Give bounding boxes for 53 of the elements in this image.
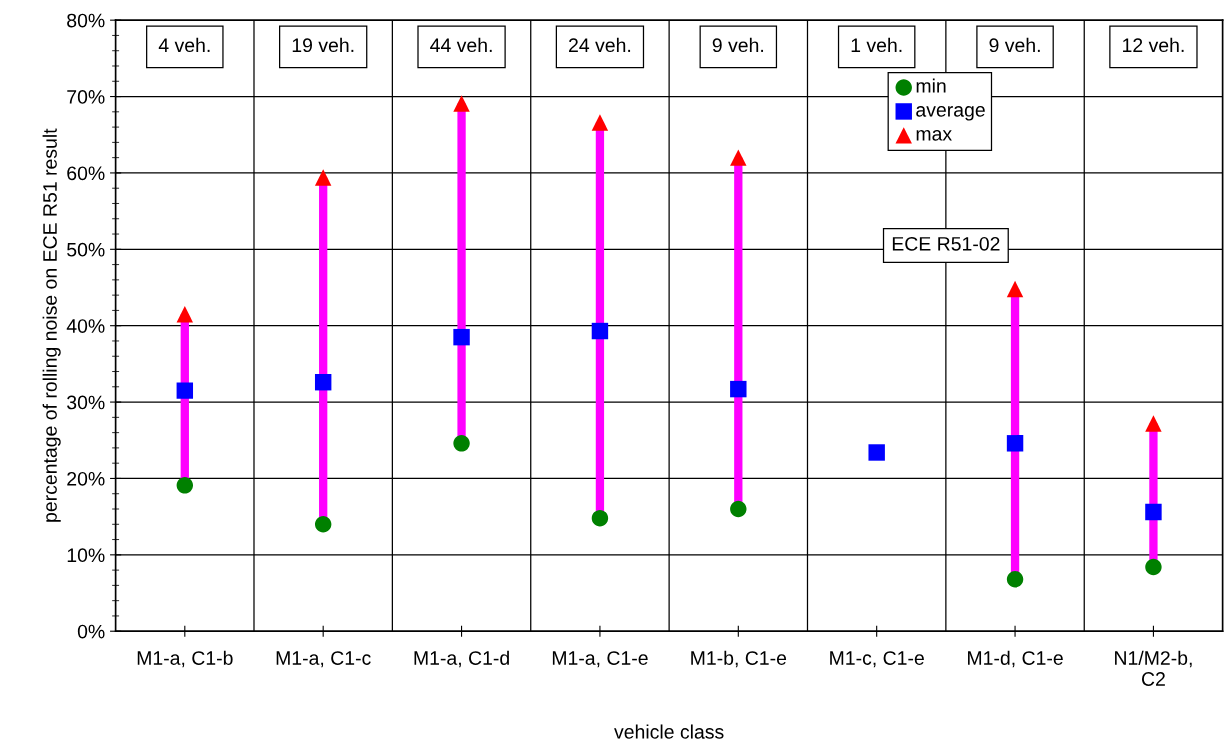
legend-label: average [916, 106, 985, 121]
point [1006, 280, 1024, 298]
point [453, 95, 470, 112]
y-tick-label: 60% [67, 166, 105, 181]
x-tick-label: M1-a, C1-b [137, 650, 233, 668]
y-tick-label: 10% [67, 548, 105, 563]
annotation: 12 veh. [1123, 37, 1184, 53]
y-tick-label: 50% [67, 242, 105, 257]
x-tick-label: M1-d, C1-e [968, 650, 1063, 668]
legend-label: min [916, 78, 946, 93]
x-tick-label: M1-a, C1-c [276, 651, 371, 668]
x-tick-label: M1-b, C1-e [691, 650, 787, 668]
y-tick-label: 70% [67, 90, 105, 104]
point [176, 477, 194, 494]
point [730, 149, 747, 166]
x-tick-label: M1-c, C1-e [830, 651, 924, 668]
point [1006, 435, 1024, 452]
point [314, 169, 332, 186]
annotation: 19 veh. [292, 37, 354, 53]
point [868, 444, 885, 461]
y-tick-label: 30% [67, 395, 105, 410]
point [314, 374, 332, 391]
point [591, 322, 609, 340]
y-tick-label: 80% [67, 13, 105, 28]
legend-label: max [916, 130, 952, 141]
annotation: ECE R51-02 [892, 236, 1000, 251]
point [1145, 558, 1162, 576]
annotation: 9 veh. [712, 37, 764, 53]
point [1145, 415, 1162, 432]
point [1145, 503, 1162, 521]
annotation: 44 veh. [430, 37, 492, 53]
point [453, 328, 470, 346]
x-tick-label: M1-a, C1-d [414, 650, 509, 668]
point [591, 509, 609, 527]
x-axis-title: vehicle class [614, 724, 724, 739]
point [176, 382, 194, 399]
point [730, 380, 747, 398]
x-tick-label: M1-a, C1-e [552, 651, 648, 668]
annotation: 1 veh. [851, 37, 902, 53]
point [591, 114, 609, 131]
annotation: 24 veh. [569, 37, 631, 53]
annotation: 4 veh. [158, 37, 210, 53]
point [176, 306, 194, 323]
point [730, 500, 747, 518]
y-tick-label: 40% [66, 319, 105, 333]
x-tick-label: N1/M2-b, C2 [1115, 650, 1192, 686]
annotation: 9 veh. [989, 37, 1040, 53]
point [1006, 571, 1024, 588]
y-tick-label: 0% [77, 624, 105, 639]
point [314, 516, 332, 533]
y-tick-label: 20% [67, 471, 105, 486]
y-axis-title: percentage of rolling noise on ECE R51 result [42, 128, 61, 522]
point [453, 435, 470, 452]
